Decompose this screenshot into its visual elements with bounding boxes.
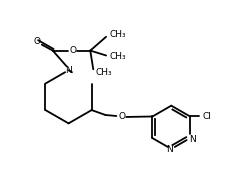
- Text: CH₃: CH₃: [109, 52, 125, 61]
- Text: N: N: [165, 145, 172, 154]
- Text: O: O: [33, 37, 40, 46]
- Text: CH₃: CH₃: [95, 68, 111, 77]
- Text: O: O: [118, 113, 125, 122]
- Text: O: O: [70, 46, 77, 55]
- Text: Cl: Cl: [202, 112, 210, 121]
- Text: N: N: [188, 135, 195, 144]
- Text: CH₃: CH₃: [109, 30, 125, 39]
- Text: N: N: [65, 66, 72, 75]
